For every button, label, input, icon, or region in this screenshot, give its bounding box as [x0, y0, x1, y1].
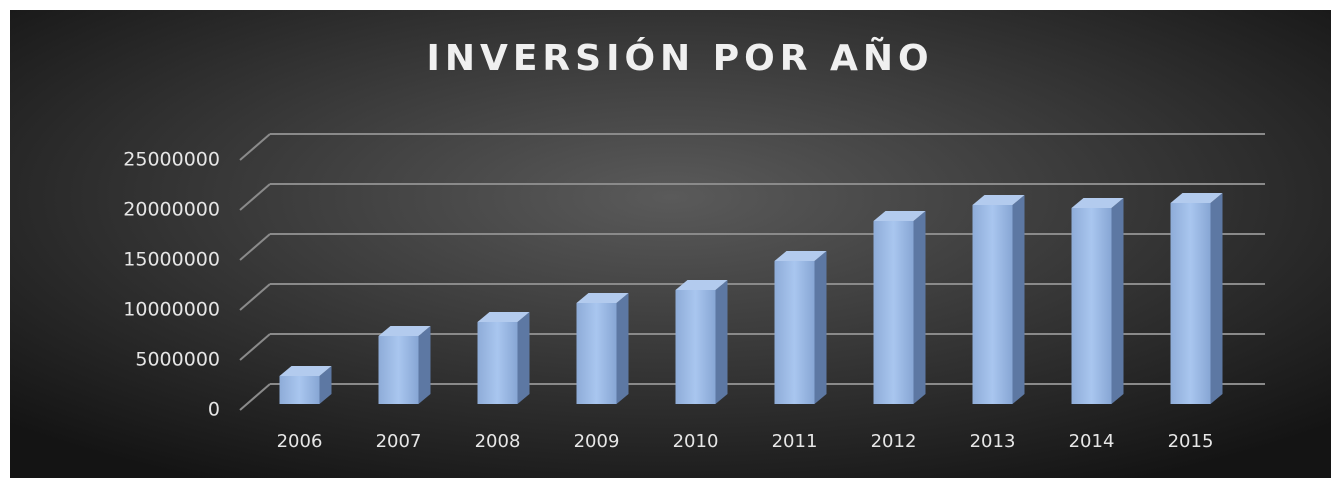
x-tick-label: 2015	[1168, 431, 1214, 452]
bar-top	[873, 211, 926, 221]
grid-line-side	[239, 283, 271, 311]
x-tick-label: 2013	[970, 431, 1016, 452]
bar-top	[279, 366, 332, 376]
y-tick-label: 10000000	[123, 299, 220, 321]
bar-side	[1111, 198, 1124, 404]
grid-line-side	[239, 333, 271, 361]
bar	[1170, 203, 1211, 404]
bar-side	[517, 312, 530, 404]
bar	[675, 290, 716, 404]
y-tick-label: 15000000	[123, 249, 220, 271]
x-tick-label: 2007	[376, 431, 422, 452]
x-tick-label: 2011	[772, 431, 818, 452]
chart-title: INVERSIÓN POR AÑO	[426, 37, 933, 79]
y-tick-label: 0	[208, 399, 220, 421]
bar	[972, 205, 1013, 404]
grid-line-side	[239, 233, 271, 261]
bar-top	[576, 293, 629, 303]
bar-side	[814, 251, 827, 404]
x-tick-label: 2014	[1069, 431, 1115, 452]
bar-top	[774, 251, 827, 261]
bar-side	[616, 293, 629, 404]
bar	[279, 376, 320, 404]
bar	[378, 336, 419, 404]
grid-line-side	[239, 383, 271, 411]
bar	[873, 221, 914, 404]
bar-top	[1170, 193, 1223, 203]
y-tick-label: 25000000	[123, 149, 220, 171]
bar-side	[913, 211, 926, 404]
grid-line-side	[239, 133, 271, 161]
bar-side	[418, 326, 431, 404]
bar	[774, 261, 815, 404]
bar-top	[1071, 198, 1124, 208]
x-tick-label: 2012	[871, 431, 917, 452]
bar-top	[477, 312, 530, 322]
bar	[1071, 208, 1112, 404]
bar-side	[715, 280, 728, 404]
x-tick-label: 2008	[475, 431, 521, 452]
x-tick-label: 2006	[277, 431, 323, 452]
bar-top	[675, 280, 728, 290]
grid-line-side	[239, 183, 271, 211]
bar-side	[319, 366, 332, 404]
x-tick-label: 2009	[574, 431, 620, 452]
bar-side	[1012, 195, 1025, 404]
bar	[576, 303, 617, 404]
y-tick-label: 20000000	[123, 199, 220, 221]
bar-top	[972, 195, 1025, 205]
x-tick-label: 2010	[673, 431, 719, 452]
bar	[477, 322, 518, 404]
bar-side	[1210, 193, 1223, 404]
bar-top	[378, 326, 431, 336]
y-tick-label: 5000000	[135, 349, 220, 371]
